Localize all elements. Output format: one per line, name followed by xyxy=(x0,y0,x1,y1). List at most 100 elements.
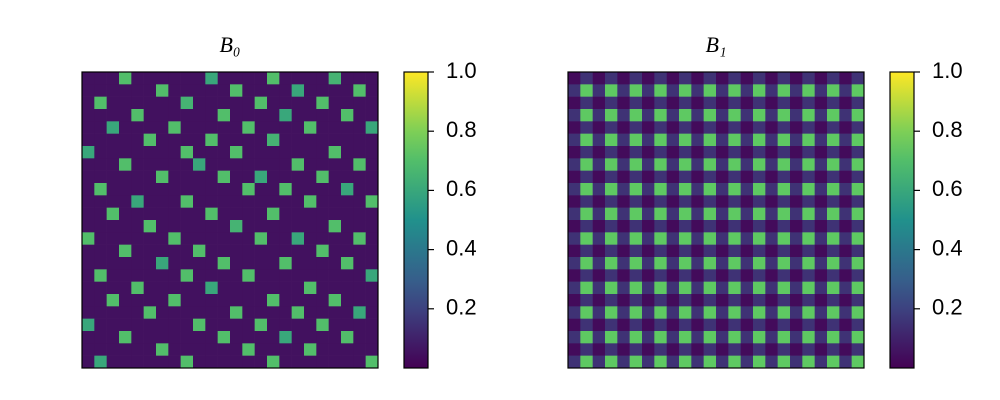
heatmap-cell xyxy=(580,355,593,369)
heatmap-cell xyxy=(642,158,655,171)
heatmap-cell xyxy=(839,306,852,319)
heatmap-cell xyxy=(156,146,169,159)
heatmap-cell xyxy=(777,220,791,233)
heatmap-cell xyxy=(703,109,717,122)
heatmap-cell xyxy=(629,269,643,282)
heatmap-cell xyxy=(82,158,95,171)
heatmap-cell xyxy=(740,318,754,332)
heatmap-cell xyxy=(205,121,218,134)
heatmap-cell xyxy=(94,331,107,344)
heatmap-cell xyxy=(629,72,643,85)
heatmap-cell xyxy=(119,84,132,97)
heatmap-cell xyxy=(716,207,729,221)
heatmap-cell xyxy=(316,331,329,344)
heatmap-cell xyxy=(365,195,379,208)
heatmap-cell xyxy=(580,244,593,258)
heatmap-cell xyxy=(839,318,852,332)
heatmap-cell xyxy=(143,84,157,97)
heatmap-cell xyxy=(851,72,865,85)
heatmap-cell xyxy=(180,355,194,369)
heatmap-cell xyxy=(279,294,292,307)
heatmap-cell xyxy=(691,331,704,344)
heatmap-cell xyxy=(205,306,218,319)
heatmap-cell xyxy=(691,220,704,233)
heatmap-cell xyxy=(291,195,305,208)
heatmap-cell xyxy=(156,133,169,147)
axes-frame xyxy=(567,71,865,369)
heatmap-cell xyxy=(328,146,342,159)
heatmap-cell xyxy=(304,121,317,134)
heatmap-cell xyxy=(254,170,268,184)
heatmap-cell xyxy=(765,318,778,332)
heatmap-cell xyxy=(802,133,815,147)
heatmap-cell xyxy=(168,195,181,208)
heatmap-cell xyxy=(254,109,268,122)
heatmap-cell xyxy=(82,318,95,332)
heatmap-cell xyxy=(230,183,243,196)
heatmap-cell xyxy=(679,294,692,307)
heatmap-cell xyxy=(740,170,754,184)
heatmap-cell xyxy=(131,121,144,134)
heatmap-cell xyxy=(267,331,280,344)
heatmap-cell xyxy=(568,294,581,307)
heatmap-cell xyxy=(802,170,815,184)
heatmap-cell xyxy=(94,343,107,356)
heatmap-cell xyxy=(753,158,766,171)
heatmap-cell xyxy=(230,281,243,295)
heatmap-cell xyxy=(341,207,354,221)
heatmap-cell xyxy=(814,170,828,184)
heatmap-cell xyxy=(691,146,704,159)
heatmap-cell xyxy=(94,207,107,221)
heatmap-cell xyxy=(119,170,132,184)
heatmap-cell xyxy=(629,294,643,307)
heatmap-cell xyxy=(230,269,243,282)
heatmap-cell xyxy=(143,269,157,282)
heatmap-cell xyxy=(94,306,107,319)
heatmap-cell xyxy=(790,96,803,110)
heatmap-cell xyxy=(217,109,231,122)
heatmap-cell xyxy=(119,207,132,221)
heatmap-cell xyxy=(851,331,865,344)
heatmap-cell xyxy=(106,84,120,97)
heatmap-cell xyxy=(802,232,815,245)
heatmap-cell xyxy=(839,207,852,221)
heatmap-cell xyxy=(679,306,692,319)
heatmap-cell xyxy=(592,195,606,208)
heatmap-cell xyxy=(242,232,255,245)
heatmap-cell xyxy=(716,72,729,85)
heatmap-cell xyxy=(143,294,157,307)
heatmap-cell xyxy=(716,331,729,344)
heatmap-cell xyxy=(605,121,618,134)
heatmap-cell xyxy=(119,96,132,110)
heatmap-cell xyxy=(291,355,305,369)
heatmap-cell xyxy=(740,269,754,282)
heatmap-cell xyxy=(765,343,778,356)
heatmap-cell xyxy=(666,121,680,134)
heatmap-cell xyxy=(94,232,107,245)
heatmap-cell xyxy=(205,294,218,307)
heatmap-cell xyxy=(217,207,231,221)
heatmap-cell xyxy=(740,331,754,344)
heatmap-cell xyxy=(765,183,778,196)
heatmap-cell xyxy=(617,306,630,319)
heatmap-cell xyxy=(316,133,329,147)
heatmap-cell xyxy=(267,72,280,85)
heatmap-cell xyxy=(254,96,268,110)
heatmap-cell xyxy=(353,294,366,307)
heatmap-cell xyxy=(119,232,132,245)
heatmap-cell xyxy=(617,170,630,184)
heatmap-cell xyxy=(605,281,618,295)
heatmap-cell xyxy=(242,72,255,85)
heatmap-cell xyxy=(605,207,618,221)
heatmap-cell xyxy=(82,195,95,208)
heatmap-cell xyxy=(217,306,231,319)
heatmap-cell xyxy=(568,318,581,332)
heatmap-cell xyxy=(740,72,754,85)
heatmap-cell xyxy=(82,269,95,282)
heatmap-cell xyxy=(679,355,692,369)
heatmap-cell xyxy=(328,121,342,134)
heatmap-cell xyxy=(605,84,618,97)
heatmap-cell xyxy=(703,331,717,344)
heatmap-cell xyxy=(279,269,292,282)
